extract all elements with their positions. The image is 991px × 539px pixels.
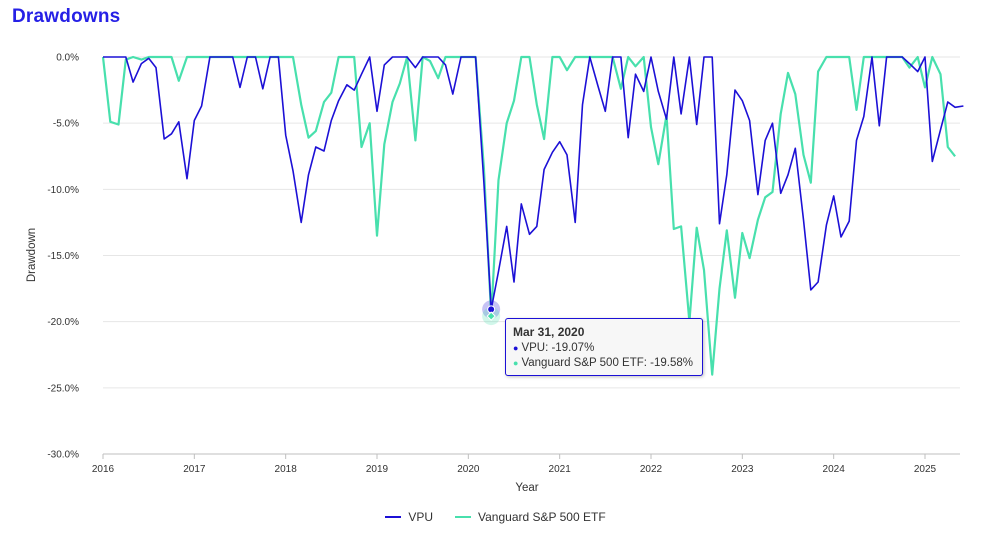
tooltip-line-vpu: ● VPU: -19.07%	[513, 341, 695, 356]
y-tick-label: -15.0%	[47, 251, 79, 262]
x-axis-label: Year	[515, 482, 538, 494]
tooltip-line-voo: ● Vanguard S&P 500 ETF: -19.58%	[513, 356, 695, 371]
x-tick-label: 2025	[914, 464, 937, 475]
legend-label: VPU	[408, 510, 434, 524]
hover-marker-voo	[486, 311, 496, 321]
tooltip: Mar 31, 2020 ● VPU: -19.07% ● Vanguard S&P…	[505, 318, 703, 376]
grid-lines	[103, 56, 960, 455]
series-lines	[101, 55, 964, 376]
x-tick-label: 2023	[731, 464, 754, 475]
tooltip-vpu-value: VPU: -19.07%	[521, 342, 595, 354]
y-axis-label: Drawdown	[26, 228, 38, 282]
x-tick-label: 2019	[366, 464, 389, 475]
x-tick-label: 2016	[92, 464, 115, 475]
chart-title: Drawdowns	[12, 6, 121, 27]
series-dot-icon: ●	[513, 343, 519, 353]
legend-item-voo[interactable]: Vanguard S&P 500 ETF	[455, 510, 606, 524]
y-tick-label: -30.0%	[47, 450, 79, 461]
hover-markers	[482, 300, 501, 326]
y-tick-label: -5.0%	[53, 119, 79, 130]
series-line-voo	[101, 55, 956, 376]
y-tick-label: -25.0%	[47, 383, 79, 394]
y-tick-label: -10.0%	[47, 185, 79, 196]
legend-line-icon	[385, 516, 402, 518]
y-tick-labels: 0.0% -5.0% -10.0% -15.0% -20.0% -25.0% -30.0%	[47, 53, 79, 461]
x-tick-label: 2021	[549, 464, 572, 475]
y-tick-label: -20.0%	[47, 317, 79, 328]
x-tick-label: 2020	[457, 464, 480, 475]
x-tick-label: 2018	[275, 464, 298, 475]
legend-label: Vanguard S&P 500 ETF	[478, 510, 606, 524]
legend: VPU Vanguard S&P 500 ETF	[0, 510, 991, 524]
y-tick-label: 0.0%	[56, 53, 79, 64]
x-tick-label: 2022	[640, 464, 663, 475]
legend-item-vpu[interactable]: VPU	[385, 510, 433, 524]
series-dot-icon: ●	[513, 358, 519, 368]
x-tick-label: 2017	[183, 464, 206, 475]
tooltip-voo-value: Vanguard S&P 500 ETF: -19.58%	[521, 357, 693, 369]
series-line-vpu	[103, 56, 964, 311]
x-tick-label: 2024	[823, 464, 846, 475]
tooltip-date: Mar 31, 2020	[513, 325, 585, 339]
legend-line-icon	[455, 516, 472, 518]
x-tick-labels: 2016 2017 2018 2019 2020 2021 2022 2023 2024 2025	[92, 454, 937, 475]
